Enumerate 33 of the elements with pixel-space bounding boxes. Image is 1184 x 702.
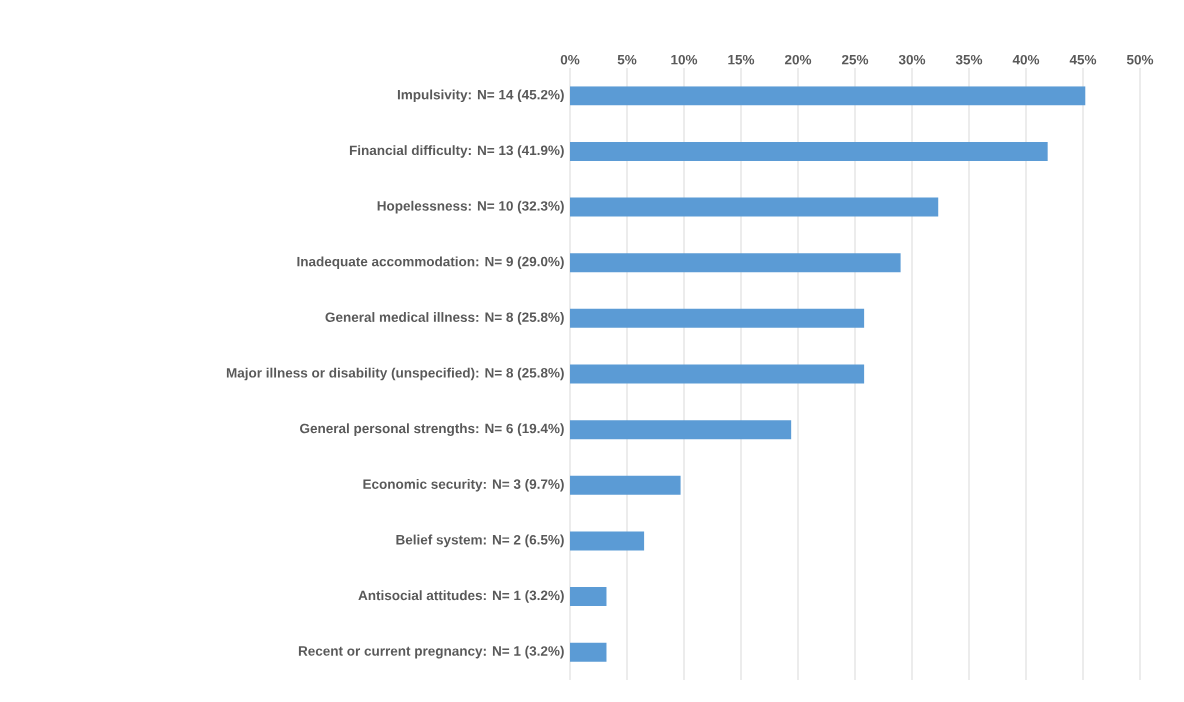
bar: [570, 141, 1048, 161]
bar: [570, 587, 607, 607]
bar: [570, 364, 865, 384]
y-tick-label: General medical illness: N= 8 (25.8%): [325, 312, 564, 325]
bar: [570, 531, 645, 551]
y-tick-label: Recent or current pregnancy: N= 1 (3.2%): [298, 645, 564, 659]
x-tick-label: 15%: [728, 54, 755, 65]
bar: [570, 86, 1086, 106]
x-tick-label: 30%: [898, 54, 926, 65]
x-tick-label: 10%: [671, 54, 698, 65]
x-tick-label: 25%: [841, 54, 869, 65]
y-tick-label: Impulsivity: N= 14 (45.2%): [397, 89, 564, 103]
x-tick-label: 5%: [617, 54, 637, 65]
x-tick-label: 20%: [784, 54, 812, 65]
y-tick-label: Financial difficulty: N= 13 (41.9%): [349, 145, 564, 158]
bar: [570, 308, 865, 328]
bar: [570, 642, 607, 662]
x-tick-label: 40%: [1012, 54, 1040, 65]
y-tick-label: Antisocial attitudes: N= 1 (3.2%): [358, 590, 564, 603]
y-tick-label: General personal strengths: N= 6 (19.4%): [300, 423, 564, 436]
x-tick-label: 0%: [560, 54, 580, 65]
y-tick-label: Hopelessness: N= 10 (32.3%): [377, 200, 564, 214]
y-tick-label: Belief system: N= 2 (6.5%): [396, 534, 564, 548]
bar: [570, 475, 681, 495]
y-tick-label: Major illness or disability (unspecified): N= 8 (25.8%): [226, 367, 564, 381]
x-tick-label: 35%: [955, 54, 983, 65]
x-tick-label: 50%: [1126, 54, 1154, 65]
bar: [570, 253, 901, 273]
y-tick-label: Economic security: N= 3 (9.7%): [363, 478, 564, 492]
x-tick-label: 45%: [1069, 54, 1097, 65]
bar: [570, 420, 792, 440]
bar: [570, 197, 939, 217]
y-tick-label: Inadequate accommodation: N= 9 (29.0%): [297, 256, 564, 270]
